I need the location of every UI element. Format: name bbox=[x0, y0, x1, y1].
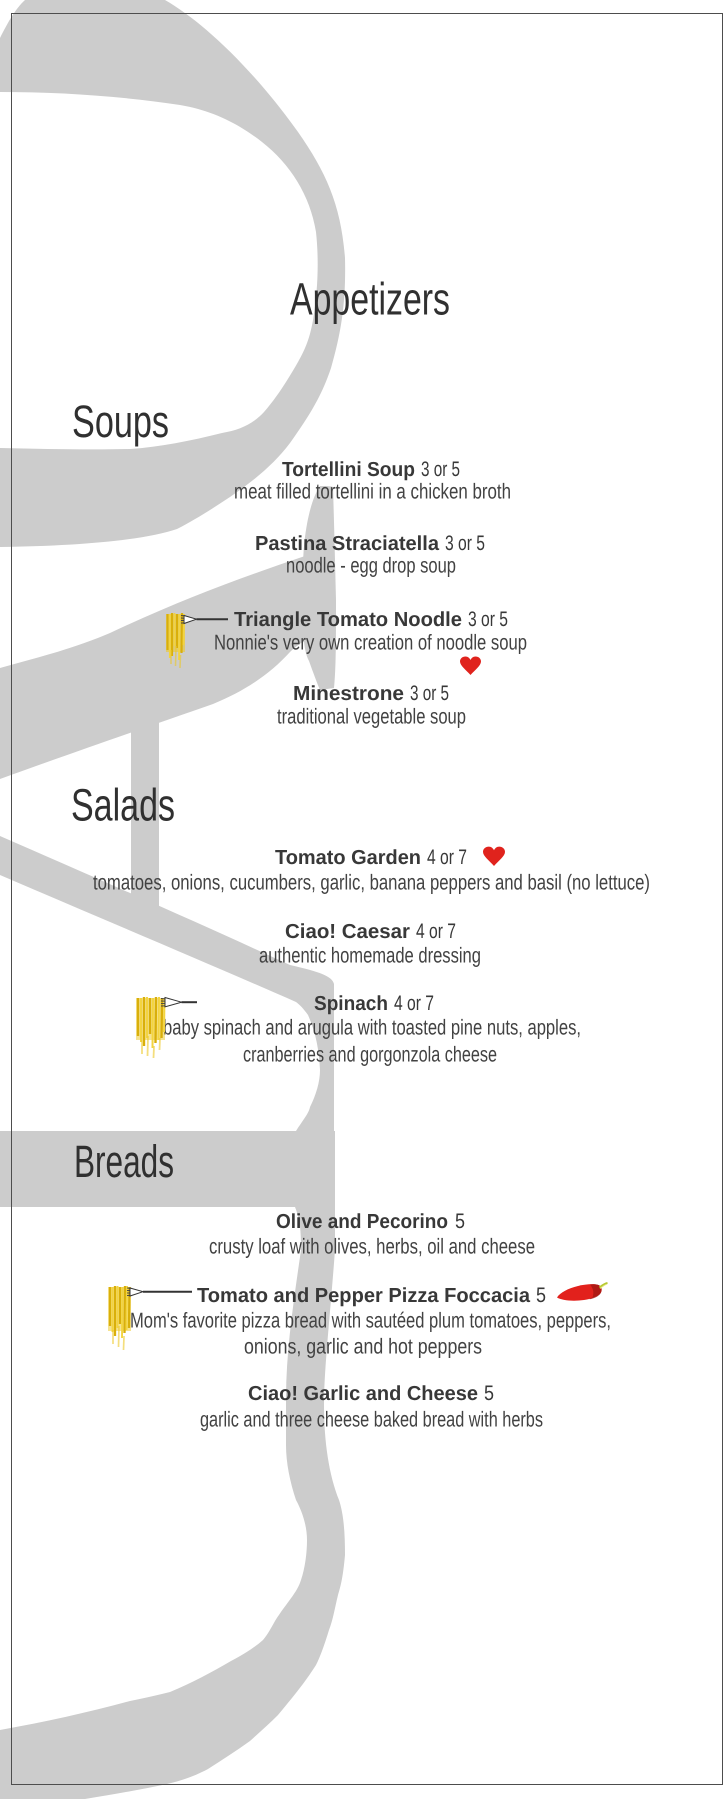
svg-text:5: 5 bbox=[536, 1284, 546, 1307]
svg-text:5: 5 bbox=[484, 1382, 494, 1405]
svg-text:3 or 5: 3 or 5 bbox=[421, 458, 460, 481]
svg-text:Olive and Pecorino: Olive and Pecorino bbox=[276, 1211, 448, 1233]
svg-text:Tortellini Soup: Tortellini Soup bbox=[282, 459, 415, 481]
svg-text:3 or 5: 3 or 5 bbox=[445, 532, 485, 555]
svg-text:traditional vegetable soup: traditional vegetable soup bbox=[277, 705, 466, 729]
svg-text:Appetizers: Appetizers bbox=[290, 274, 450, 325]
svg-text:Triangle Tomato Noodle: Triangle Tomato Noodle bbox=[234, 609, 462, 631]
svg-text:meat filled tortellini in a ch: meat filled tortellini in a chicken brot… bbox=[234, 480, 511, 504]
svg-text:3 or 5: 3 or 5 bbox=[410, 682, 449, 705]
svg-text:Tomato and Pepper Pizza Foccac: Tomato and Pepper Pizza Foccacia bbox=[197, 1285, 531, 1307]
svg-text:onions, garlic and hot peppers: onions, garlic and hot peppers bbox=[244, 1335, 482, 1359]
svg-text:Spinach: Spinach bbox=[314, 993, 388, 1015]
svg-text:Ciao! Caesar: Ciao! Caesar bbox=[285, 921, 410, 943]
svg-text:Pastina Straciatella: Pastina Straciatella bbox=[255, 533, 440, 555]
svg-text:3 or 5: 3 or 5 bbox=[468, 608, 508, 631]
svg-text:Salads: Salads bbox=[71, 780, 175, 831]
svg-text:garlic and three cheese baked: garlic and three cheese baked bread with… bbox=[200, 1408, 543, 1432]
svg-text:tomatoes, onions, cucumbers, g: tomatoes, onions, cucumbers, garlic, ban… bbox=[93, 871, 650, 895]
svg-text:Nonnie's very own creation of: Nonnie's very own creation of noodle sou… bbox=[214, 631, 527, 655]
svg-text:5: 5 bbox=[455, 1210, 465, 1233]
svg-text:Tomato Garden: Tomato Garden bbox=[275, 847, 421, 869]
svg-text:noodle - egg drop soup: noodle - egg drop soup bbox=[286, 554, 456, 578]
svg-text:cranberries and gorgonzola che: cranberries and gorgonzola cheese bbox=[243, 1043, 497, 1067]
svg-text:4 or 7: 4 or 7 bbox=[416, 920, 456, 943]
svg-text:Soups: Soups bbox=[72, 396, 169, 447]
svg-text:Mom's favorite pizza bread wit: Mom's favorite pizza bread with sautéed … bbox=[130, 1309, 611, 1333]
svg-text:Breads: Breads bbox=[74, 1136, 174, 1187]
svg-text:4 or 7: 4 or 7 bbox=[394, 992, 434, 1015]
svg-text:authentic homemade dressing: authentic homemade dressing bbox=[259, 944, 481, 968]
svg-text:crusty loaf with olives, herbs: crusty loaf with olives, herbs, oil and … bbox=[209, 1235, 535, 1259]
svg-text:Ciao! Garlic and Cheese: Ciao! Garlic and Cheese bbox=[248, 1383, 478, 1405]
svg-text:baby spinach and arugula with: baby spinach and arugula with toasted pi… bbox=[163, 1016, 581, 1040]
svg-text:4 or 7: 4 or 7 bbox=[427, 846, 467, 869]
svg-text:Minestrone: Minestrone bbox=[293, 683, 404, 705]
